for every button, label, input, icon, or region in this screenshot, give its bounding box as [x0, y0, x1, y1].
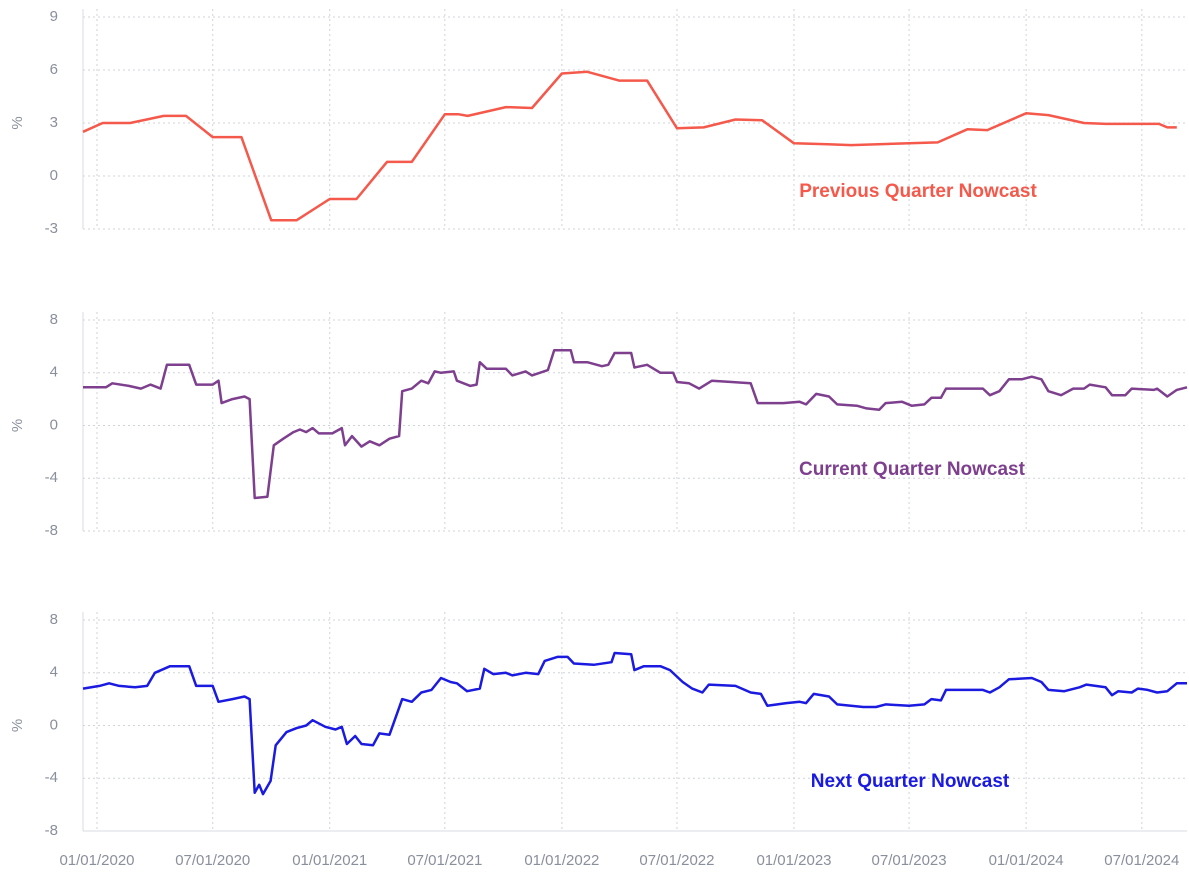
x-tick-label: 01/01/2022	[524, 852, 599, 869]
y-tick-label: -4	[45, 469, 58, 486]
y-tick-label: 6	[50, 61, 58, 78]
y-tick-label: 3	[50, 114, 58, 131]
line	[83, 349, 1188, 500]
line	[82, 70, 1177, 222]
y-axis-label: %	[9, 419, 26, 432]
y-tick-label: 0	[50, 716, 58, 733]
y-tick-label: 4	[50, 364, 58, 381]
series-label: Current Quarter Nowcast	[799, 459, 1026, 480]
x-tick-label: 07/01/2022	[639, 852, 714, 869]
x-tick-label: 01/01/2020	[59, 852, 134, 869]
x-tick-label: 07/01/2020	[175, 852, 250, 869]
y-tick-label: 8	[50, 311, 58, 328]
y-tick-label: 4	[50, 664, 58, 681]
y-tick-label: -3	[45, 220, 58, 237]
y-tick-label: -4	[45, 769, 58, 786]
x-tick-label: 07/01/2023	[872, 852, 947, 869]
y-tick-label: 8	[50, 611, 58, 628]
series-label: Previous Quarter Nowcast	[799, 181, 1037, 202]
x-tick-label: 01/01/2021	[292, 852, 367, 869]
y-axis-label: %	[9, 719, 26, 732]
x-tick-label: 01/01/2024	[989, 852, 1064, 869]
y-tick-label: -8	[45, 822, 58, 839]
y-tick-label: 0	[50, 416, 58, 433]
x-tick-label: 01/01/2023	[756, 852, 831, 869]
line	[82, 651, 1187, 796]
series-label: Next Quarter Nowcast	[811, 771, 1010, 792]
y-tick-label: 0	[50, 167, 58, 184]
x-tick-label: 07/01/2021	[407, 852, 482, 869]
y-tick-label: -8	[45, 522, 58, 539]
y-tick-label: 9	[50, 8, 58, 25]
x-tick-label: 07/01/2024	[1104, 852, 1179, 869]
y-axis-label: %	[9, 116, 26, 129]
